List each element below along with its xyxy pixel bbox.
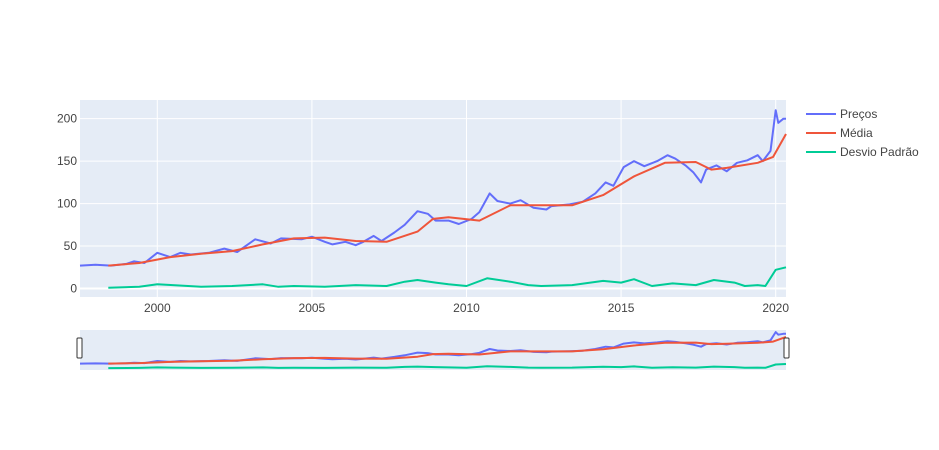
legend-label: Média	[840, 126, 873, 140]
range-slider-right-handle[interactable]	[783, 337, 790, 359]
series-line-media	[108, 133, 787, 267]
y-tick-label: 150	[57, 154, 77, 168]
y-tick-label: 50	[64, 239, 78, 253]
x-tick-labels: 2000 2005 2010 2015 2020	[144, 301, 789, 315]
range-slider-background[interactable]	[80, 330, 786, 370]
legend-item-desvio-padrao[interactable]: Desvio Padrão	[806, 145, 919, 159]
y-tick-labels: 0 50 100 150 200	[57, 112, 77, 296]
legend-label: Preços	[840, 107, 877, 121]
x-tick-label: 2000	[144, 301, 171, 315]
range-slider-line-media	[108, 335, 787, 365]
x-gridlines	[156, 100, 777, 297]
series-line-desvio-padrao	[108, 266, 787, 289]
range-slider-series-group	[79, 331, 787, 370]
plot-background	[80, 100, 786, 297]
x-tick-label: 2015	[608, 301, 635, 315]
legend-item-media[interactable]: Média	[806, 126, 873, 140]
legend-label: Desvio Padrão	[840, 145, 919, 159]
y-gridlines	[80, 118, 786, 290]
range-slider-line-desvio-padrao	[108, 363, 787, 370]
legend: Preços Média Desvio Padrão	[806, 107, 919, 159]
x-tick-label: 2005	[299, 301, 326, 315]
main-series-group	[79, 109, 787, 289]
legend-item-precos[interactable]: Preços	[806, 107, 877, 121]
x-tick-label: 2020	[762, 301, 789, 315]
series-line-precos	[79, 109, 786, 267]
range-slider-left-handle[interactable]	[76, 337, 83, 359]
y-tick-label: 100	[57, 197, 77, 211]
y-tick-label: 0	[70, 282, 77, 296]
y-tick-label: 200	[57, 112, 77, 126]
x-tick-label: 2010	[453, 301, 480, 315]
